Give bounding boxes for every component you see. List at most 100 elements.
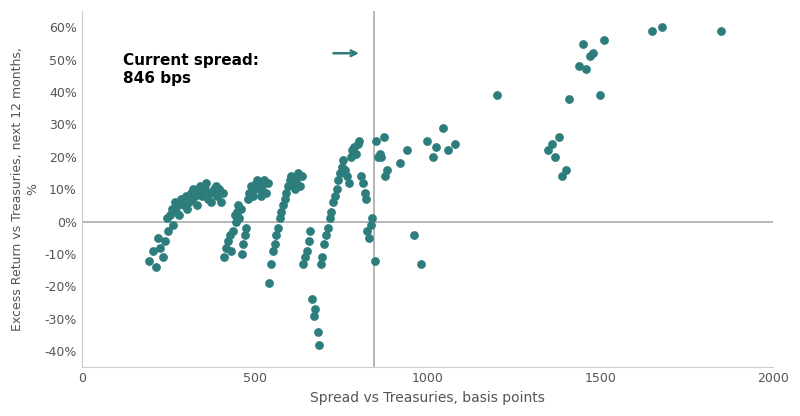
Point [573, 63, 586, 69]
Point [170, 209, 182, 215]
Point [549, 154, 562, 160]
Point [378, 173, 391, 180]
X-axis label: Spread vs Treasuries, basis points: Spread vs Treasuries, basis points [310, 391, 545, 405]
Point [375, 154, 388, 160]
Point [714, 27, 727, 34]
Point [143, 257, 156, 264]
Point [329, 193, 342, 199]
Point [160, 215, 173, 222]
Point [362, 235, 375, 241]
Point [290, 176, 303, 183]
Point [217, 189, 230, 196]
Point [361, 228, 374, 235]
Point [283, 176, 296, 183]
Point [280, 189, 293, 196]
Point [210, 183, 222, 189]
Point [158, 238, 171, 245]
Point [337, 157, 350, 163]
Point [323, 215, 336, 222]
Point [235, 251, 248, 258]
Point [556, 173, 569, 180]
Point [222, 238, 234, 245]
Point [275, 209, 288, 215]
Point [154, 244, 166, 251]
Point [580, 66, 593, 73]
Y-axis label: Excess Return vs Treasuries, next 12 months,
%: Excess Return vs Treasuries, next 12 mon… [11, 47, 39, 331]
Point [437, 124, 450, 131]
Point [559, 166, 572, 173]
Point [338, 166, 351, 173]
Point [311, 329, 324, 335]
Point [285, 173, 298, 180]
Point [321, 225, 334, 231]
Point [273, 215, 286, 222]
Point [326, 199, 339, 206]
Point [228, 212, 241, 218]
Point [358, 189, 371, 196]
Point [164, 212, 177, 218]
Point [189, 193, 202, 199]
Point [325, 209, 338, 215]
Point [223, 231, 236, 238]
Point [232, 202, 245, 209]
Point [254, 193, 267, 199]
Point [318, 241, 330, 248]
Point [577, 40, 590, 47]
Point [150, 264, 162, 270]
Point [227, 228, 240, 235]
Point [268, 241, 281, 248]
Point [400, 147, 413, 154]
Point [198, 186, 211, 193]
Point [646, 27, 658, 34]
Point [230, 209, 243, 215]
Point [594, 92, 606, 99]
Point [277, 202, 290, 209]
Point [237, 241, 250, 248]
Point [346, 147, 359, 154]
Point [211, 193, 224, 199]
Point [242, 196, 254, 202]
Point [181, 206, 194, 212]
Point [234, 206, 247, 212]
Point [449, 141, 462, 147]
Point [298, 254, 311, 261]
Point [230, 218, 242, 225]
Point [225, 248, 238, 254]
Point [151, 235, 164, 241]
Point [313, 342, 326, 348]
Point [171, 202, 184, 209]
Point [414, 260, 427, 267]
Point [194, 183, 206, 189]
Point [354, 173, 367, 180]
Point [426, 154, 439, 160]
Point [179, 193, 192, 199]
Point [407, 231, 420, 238]
Point [166, 206, 178, 212]
Point [297, 260, 310, 267]
Point [260, 189, 273, 196]
Point [286, 179, 299, 186]
Point [377, 134, 390, 141]
Point [353, 137, 366, 144]
Point [370, 137, 382, 144]
Point [295, 173, 308, 180]
Point [289, 186, 302, 193]
Point [598, 37, 610, 44]
Point [173, 212, 186, 218]
Point [270, 231, 282, 238]
Point [243, 189, 256, 196]
Point [182, 199, 195, 206]
Point [381, 166, 394, 173]
Text: Current spread:
846 bps: Current spread: 846 bps [123, 53, 259, 86]
Point [341, 173, 354, 180]
Point [190, 202, 203, 209]
Point [238, 231, 251, 238]
Point [319, 231, 332, 238]
Point [262, 179, 274, 186]
Point [364, 222, 377, 228]
Point [272, 225, 285, 231]
Point [220, 244, 233, 251]
Point [246, 193, 259, 199]
Point [542, 147, 554, 154]
Point [258, 176, 270, 183]
